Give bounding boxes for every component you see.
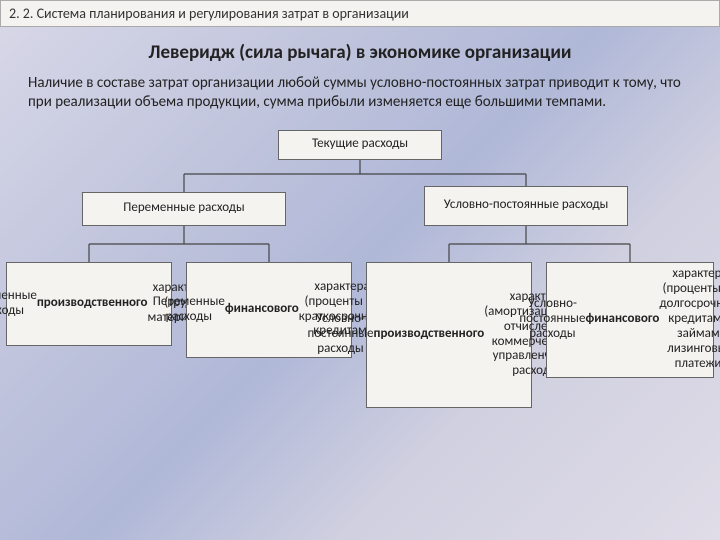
node-root: Текущие расходы [278,130,442,160]
breadcrumb: 2. 2. Система планирования и регулирован… [0,0,720,27]
node-fixed-financial: Условно-постоянные расходы финансового х… [546,262,714,378]
body-paragraph: Наличие в составе затрат организации люб… [0,74,720,112]
page-title: Леверидж (сила рычага) в экономике орган… [0,41,720,64]
leverage-tree-diagram: Текущие расходы Переменные расходы Услов… [0,130,720,460]
node-variable-production: Переменные расходы производственного хар… [6,262,172,346]
node-variable: Переменные расходы [82,192,286,226]
node-fixed-production: Условно-постоянные расходы производствен… [366,262,532,408]
node-fixed: Условно-постоянные расходы [424,186,628,226]
